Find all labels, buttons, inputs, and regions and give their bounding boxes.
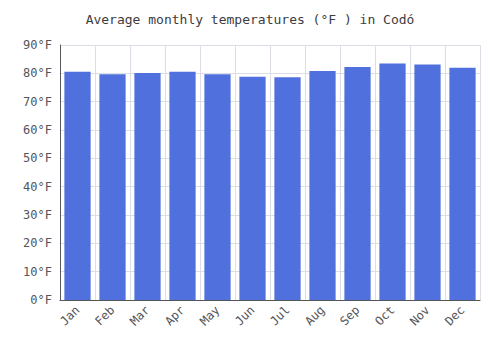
svg-text:80°F: 80°F bbox=[23, 66, 52, 80]
svg-text:70°F: 70°F bbox=[23, 95, 52, 109]
svg-text:Jun: Jun bbox=[232, 303, 257, 328]
svg-text:60°F: 60°F bbox=[23, 123, 52, 137]
svg-text:50°F: 50°F bbox=[23, 151, 52, 165]
svg-text:0°F: 0°F bbox=[30, 293, 52, 307]
svg-text:Nov: Nov bbox=[407, 303, 432, 328]
svg-text:Oct: Oct bbox=[372, 303, 397, 328]
svg-text:Feb: Feb bbox=[92, 303, 117, 328]
svg-text:Apr: Apr bbox=[162, 303, 187, 328]
svg-text:10°F: 10°F bbox=[23, 265, 52, 279]
svg-text:30°F: 30°F bbox=[23, 208, 52, 222]
svg-text:Aug: Aug bbox=[302, 303, 327, 328]
svg-text:May: May bbox=[197, 303, 222, 328]
svg-text:20°F: 20°F bbox=[23, 236, 52, 250]
svg-text:Sep: Sep bbox=[337, 303, 362, 328]
svg-text:Jan: Jan bbox=[57, 303, 82, 328]
svg-text:90°F: 90°F bbox=[23, 38, 52, 52]
svg-text:Dec: Dec bbox=[442, 303, 467, 328]
svg-text:40°F: 40°F bbox=[23, 180, 52, 194]
svg-text:Average monthly temperatures (: Average monthly temperatures (°F ) in Co… bbox=[86, 12, 415, 27]
svg-text:Jul: Jul bbox=[267, 303, 292, 328]
svg-text:Mar: Mar bbox=[127, 303, 152, 328]
